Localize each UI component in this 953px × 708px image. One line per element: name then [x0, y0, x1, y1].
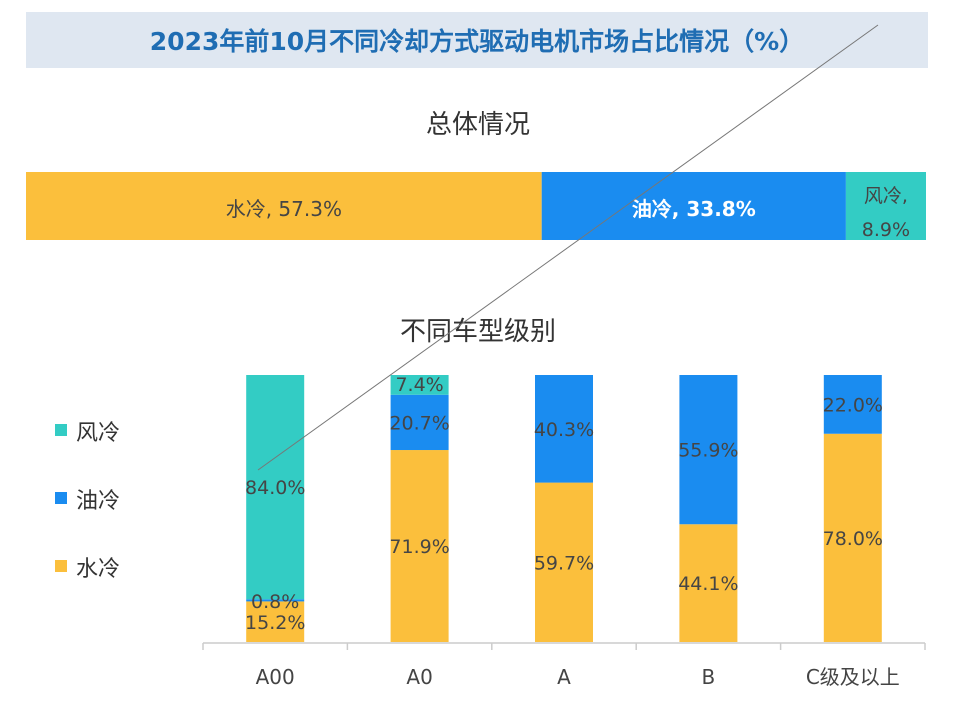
legend-swatch — [55, 424, 67, 436]
category-label: A0 — [406, 665, 432, 689]
bar-B-油冷 — [679, 375, 738, 525]
bar-A00-水冷 — [246, 601, 305, 642]
data-label: 20.7% — [389, 412, 449, 434]
watermark-line — [257, 24, 879, 471]
data-label: 78.0% — [823, 528, 883, 550]
overall-subtitle: 总体情况 — [426, 110, 530, 140]
title-band — [26, 12, 928, 68]
data-label: 84.0% — [245, 477, 305, 499]
bar-C级及以上-水冷 — [823, 433, 882, 642]
overall-bar-water — [26, 172, 542, 240]
overall-bar-oil — [541, 172, 846, 240]
data-label: 59.7% — [534, 552, 594, 574]
bar-A00-油冷 — [246, 599, 305, 602]
category-label: A — [557, 665, 571, 689]
overall-bar-air — [845, 172, 926, 240]
legend-label: 油冷 — [76, 489, 120, 514]
data-label: 71.9% — [389, 536, 449, 558]
legend-label: 水冷 — [76, 557, 120, 582]
category-label: A00 — [256, 665, 295, 689]
segment-subtitle: 不同车型级别 — [400, 317, 556, 347]
overall-label: 水冷, 57.3% — [226, 197, 342, 221]
bar-A-油冷 — [535, 375, 593, 483]
data-label: 40.3% — [534, 419, 594, 441]
overall-label: 8.9% — [862, 219, 910, 241]
legend-label: 风冷 — [76, 421, 120, 446]
data-label: 15.2% — [245, 612, 305, 634]
chart-title: 2023年前10月不同冷却方式驱动电机市场占比情况（%） — [150, 27, 804, 56]
bar-C级及以上-油冷 — [823, 375, 882, 434]
bar-A-水冷 — [535, 482, 593, 642]
category-label: C级及以上 — [806, 665, 900, 689]
data-label: 7.4% — [395, 374, 443, 396]
bar-B-水冷 — [679, 524, 738, 642]
bar-A0-油冷 — [390, 394, 449, 451]
bar-A0-风冷 — [390, 375, 449, 395]
data-label: 22.0% — [823, 394, 883, 416]
overall-label: 油冷, 33.8% — [632, 197, 756, 221]
category-label: B — [702, 665, 716, 689]
overall-label: 风冷, — [864, 185, 908, 207]
bar-A00-风冷 — [246, 375, 305, 600]
legend-swatch — [55, 560, 67, 572]
data-label: 55.9% — [678, 440, 738, 462]
legend-swatch — [55, 492, 67, 504]
data-label: 44.1% — [678, 573, 738, 595]
bar-A0-水冷 — [390, 450, 449, 642]
data-label: 0.8% — [251, 591, 299, 613]
